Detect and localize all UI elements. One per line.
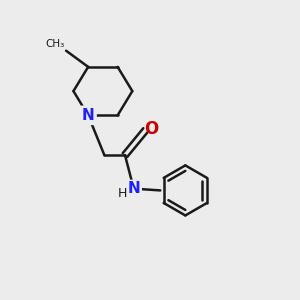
Text: N: N [128, 182, 140, 196]
Text: CH₃: CH₃ [45, 39, 64, 49]
Text: O: O [144, 120, 158, 138]
Text: N: N [82, 108, 94, 123]
Text: H: H [118, 187, 127, 200]
